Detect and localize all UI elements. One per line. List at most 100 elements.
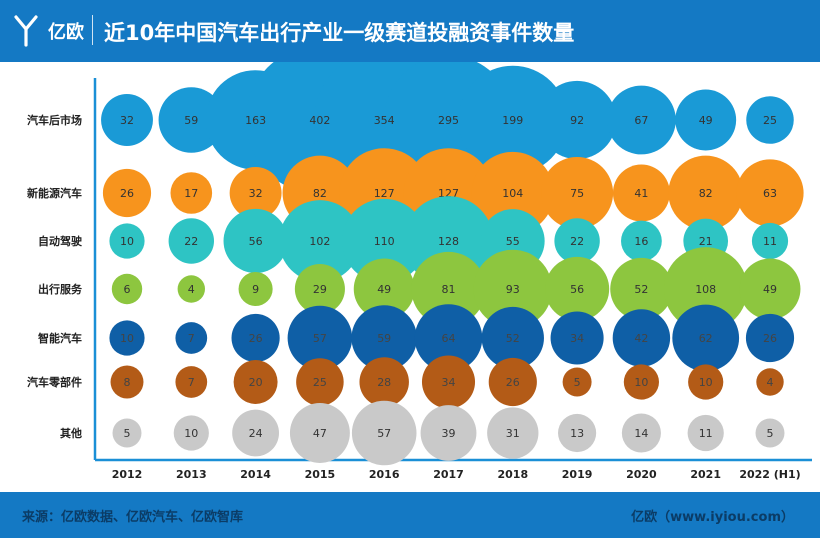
bubble-value-label: 63 <box>763 187 777 200</box>
bubble <box>668 155 744 231</box>
bubble-value-label: 5 <box>574 376 581 389</box>
bubble-value-label: 4 <box>767 376 774 389</box>
x-tick-label: 2022 (H1) <box>739 468 800 481</box>
bubble <box>663 247 748 331</box>
bubble <box>487 407 539 459</box>
bubble-value-label: 354 <box>374 114 395 127</box>
bubble-value-label: 4 <box>188 283 195 296</box>
bubble-value-label: 24 <box>249 427 263 440</box>
bubble-value-label: 5 <box>767 427 774 440</box>
bubble-value-label: 6 <box>124 283 131 296</box>
bubble <box>229 167 282 219</box>
bubble-value-label: 102 <box>309 235 330 248</box>
x-tick-label: 2019 <box>562 468 593 481</box>
bubble <box>173 415 209 451</box>
bubble-value-label: 59 <box>184 114 198 127</box>
bubble <box>420 405 477 461</box>
bubble-value-label: 49 <box>377 283 391 296</box>
bubble <box>110 365 144 399</box>
bubble <box>158 87 225 153</box>
bubble <box>296 358 344 406</box>
bubble <box>736 159 804 227</box>
bubble <box>471 151 554 235</box>
bubble-value-label: 62 <box>699 332 713 345</box>
bubble <box>554 218 600 264</box>
bubble <box>175 322 208 354</box>
bubble <box>421 355 476 409</box>
logo-text: 亿欧 <box>48 22 84 43</box>
x-tick-label: 2018 <box>497 468 528 481</box>
x-tick-label: 2014 <box>240 468 271 481</box>
x-tick-label: 2012 <box>112 468 143 481</box>
bubble <box>287 305 353 371</box>
bubble-value-label: 7 <box>188 332 195 345</box>
bubble <box>558 413 597 453</box>
bubble-value-label: 31 <box>506 427 520 440</box>
bubble-value-label: 56 <box>249 235 263 248</box>
bubble-value-label: 82 <box>313 187 327 200</box>
header-bar: 亿欧 近10年中国汽车出行产业一级赛道投融资事件数量 <box>0 0 820 62</box>
bubble <box>612 164 670 222</box>
bubble <box>353 258 415 320</box>
x-tick-label: 2013 <box>176 468 207 481</box>
bubble <box>294 263 345 315</box>
bubble-value-label: 108 <box>695 283 716 296</box>
bubble-value-label: 93 <box>506 283 520 296</box>
bubble-value-label: 26 <box>120 187 134 200</box>
bubble-value-label: 8 <box>124 376 131 389</box>
x-tick-label: 2016 <box>369 468 400 481</box>
bubble-value-label: 11 <box>763 235 777 248</box>
bubble-value-label: 104 <box>502 187 523 200</box>
bubble-value-label: 81 <box>442 283 456 296</box>
bubble <box>102 168 152 218</box>
bubble-value-label: 17 <box>184 187 198 200</box>
header-divider <box>92 15 93 45</box>
bubble-value-label: 92 <box>570 114 584 127</box>
bubble <box>623 364 659 400</box>
row-label: 汽车后市场 <box>27 113 82 127</box>
bubble-value-label: 49 <box>699 114 713 127</box>
bubble-value-label: 64 <box>442 332 456 345</box>
bubble-value-label: 128 <box>438 235 459 248</box>
bubble-value-label: 5 <box>124 427 131 440</box>
site-credit: 亿欧（www.iyiou.com） <box>631 510 794 525</box>
bubble <box>109 223 145 259</box>
bubble <box>414 304 483 372</box>
bubble <box>612 309 671 367</box>
bubble <box>233 360 278 404</box>
bubble-value-label: 10 <box>120 235 134 248</box>
bubble-value-label: 9 <box>252 283 259 296</box>
bubble-value-label: 28 <box>377 376 391 389</box>
bubble <box>177 275 205 303</box>
bubble <box>481 306 544 370</box>
x-tick-label: 2020 <box>626 468 657 481</box>
bubble <box>342 198 427 284</box>
bubble <box>351 400 417 466</box>
row-label: 新能源汽车 <box>27 186 82 200</box>
bubble <box>746 96 794 144</box>
bubble-value-label: 52 <box>506 332 520 345</box>
bubble-value-label: 10 <box>699 376 713 389</box>
bubble-value-label: 82 <box>699 187 713 200</box>
bubble-value-label: 56 <box>570 283 584 296</box>
bubble-value-label: 7 <box>188 376 195 389</box>
bubble <box>232 409 280 457</box>
bubble <box>675 89 737 151</box>
bubble <box>168 218 215 264</box>
bubble <box>223 208 288 274</box>
bubble-value-label: 127 <box>374 187 395 200</box>
bubble-value-label: 67 <box>634 114 648 127</box>
bubble-value-label: 21 <box>699 235 713 248</box>
bubble <box>411 251 486 327</box>
bubble-value-label: 29 <box>313 283 327 296</box>
bubble-value-label: 11 <box>699 427 713 440</box>
bubble-value-label: 10 <box>634 376 648 389</box>
bubble-value-label: 14 <box>634 427 648 440</box>
bubble <box>562 367 592 397</box>
bubble-value-label: 32 <box>120 114 134 127</box>
bubble <box>606 85 676 155</box>
bubble <box>672 304 740 372</box>
bubble <box>231 313 280 363</box>
bubble <box>537 80 617 160</box>
